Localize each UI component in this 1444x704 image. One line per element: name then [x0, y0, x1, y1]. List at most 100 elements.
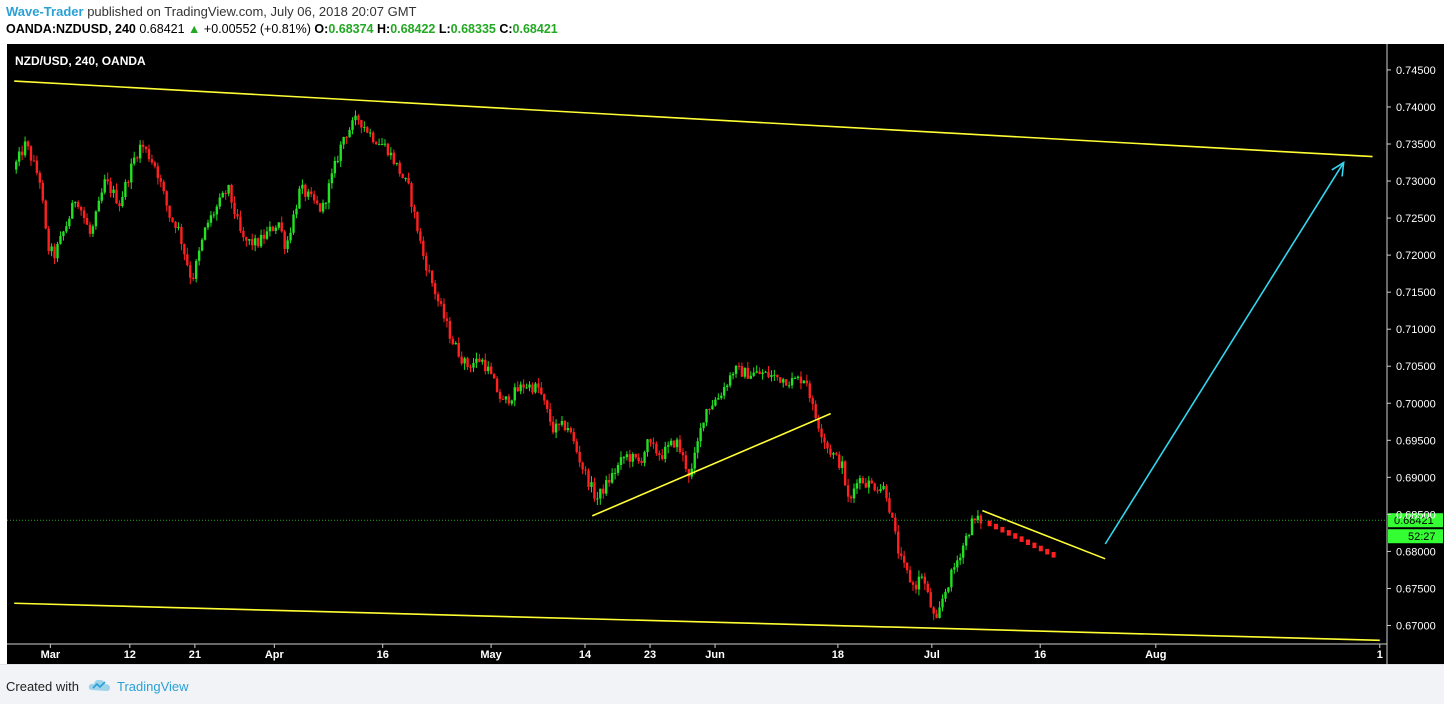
candle-up	[702, 422, 705, 429]
candle-down	[979, 515, 983, 524]
candle-down	[147, 149, 151, 160]
candle-up	[728, 375, 732, 386]
last-price: 0.68421	[139, 22, 185, 36]
candle-up	[307, 191, 310, 197]
candle-up	[351, 120, 354, 131]
candle-down	[779, 377, 782, 383]
chart-header: Wave-Trader published on TradingView.com…	[0, 0, 1444, 44]
candle-down	[911, 582, 915, 585]
candle-up	[454, 343, 457, 345]
candle-down	[708, 409, 711, 411]
high-label: H:	[376, 22, 391, 36]
candle-down	[47, 228, 50, 252]
candle-up	[324, 202, 328, 204]
price-axis[interactable]: 0.74500 0.74000 0.73500 0.73000 0.72500 0.720…	[1387, 65, 1436, 633]
candle-up	[124, 182, 127, 197]
candle-down	[684, 455, 688, 469]
candle-up	[504, 396, 508, 400]
candle-up	[616, 464, 620, 473]
candle-down	[315, 200, 319, 204]
candle-up	[920, 576, 924, 578]
candle-down	[923, 576, 927, 584]
candle-down	[439, 301, 443, 304]
candle-up	[590, 482, 593, 487]
time-tick-label: Jul	[924, 649, 940, 661]
candle-up	[699, 428, 702, 442]
candle-down	[416, 211, 419, 232]
candle-down	[829, 448, 832, 455]
candle-up	[613, 472, 617, 474]
candle-up	[121, 196, 124, 207]
candle-down	[870, 480, 873, 484]
candle-down	[374, 142, 378, 145]
candle-down	[79, 206, 83, 211]
up-arrow-icon: ▲	[188, 22, 201, 36]
open-value: 0.68374	[328, 22, 374, 36]
trendline-channel-bottom[interactable]	[14, 602, 1380, 642]
price-axis-background[interactable]	[1387, 44, 1444, 664]
candle-up	[59, 236, 62, 244]
candle-down	[873, 483, 876, 491]
candle-down	[914, 584, 918, 590]
time-tick-label: Mar	[41, 649, 61, 661]
publish-line: Wave-Trader published on TradingView.com…	[6, 4, 416, 19]
candle-up	[755, 371, 758, 373]
candle-down	[507, 396, 511, 404]
trendline-channel-top[interactable]	[14, 80, 1373, 158]
candle-up	[510, 400, 514, 404]
candle-up	[68, 218, 71, 227]
candle-up	[321, 202, 325, 212]
candle-up	[513, 387, 516, 401]
candle-up	[197, 250, 201, 261]
author-link[interactable]: Wave-Trader	[6, 4, 84, 19]
trendline-support[interactable]	[591, 412, 831, 517]
candle-up	[953, 567, 956, 570]
price-tick-label: 0.70000	[1396, 398, 1436, 410]
candle-down	[457, 343, 460, 357]
published-text: published on TradingView.com, July 06, 2…	[87, 4, 417, 19]
candle-up	[327, 183, 331, 203]
candle-down	[20, 151, 24, 156]
candle-up	[666, 445, 670, 447]
candle-up	[253, 238, 257, 246]
annotations-layer: 0.68421 52:27	[7, 80, 1443, 642]
candle-up	[100, 192, 103, 201]
candle-up	[528, 384, 531, 388]
candle-down	[661, 455, 664, 459]
candle-up	[970, 518, 974, 536]
plot-background[interactable]	[7, 44, 1387, 664]
candle-down	[551, 421, 555, 433]
candle-down	[171, 217, 174, 222]
candle-down	[428, 270, 431, 272]
candle-down	[489, 366, 493, 375]
price-chart[interactable]: 0.68421 52:27 0.74500 0.74000 0.73500 0.7300…	[0, 44, 1444, 664]
trendline-resistance[interactable]	[982, 509, 1106, 560]
candle-down	[607, 480, 611, 483]
price-tick-label: 0.73500	[1396, 139, 1436, 151]
candle-down	[230, 184, 233, 203]
chart-title: NZD/USD, 240, OANDA	[15, 54, 146, 68]
time-axis[interactable]: Mar 12 21 Apr 16 May 14 23 Jun 18 Jul 16 Aug 1	[41, 644, 1383, 661]
candle-up	[790, 378, 794, 386]
candle-up	[487, 366, 490, 372]
candle-down	[926, 583, 929, 593]
candle-up	[74, 202, 77, 204]
price-tick-label: 0.72000	[1396, 250, 1436, 262]
candle-down	[192, 277, 195, 279]
footer: Created with TradingView	[0, 664, 1444, 704]
target-arrow[interactable]	[1104, 162, 1345, 545]
candle-up	[622, 457, 626, 459]
candle-down	[156, 166, 160, 179]
candle-down	[448, 321, 452, 339]
price-tick-label: 0.71500	[1396, 287, 1436, 299]
projected-candle	[987, 520, 992, 527]
tradingview-link[interactable]: TradingView	[117, 679, 189, 694]
candle-down	[581, 462, 584, 470]
candle-down	[484, 359, 487, 372]
candle-up	[858, 478, 862, 484]
candle-up	[917, 576, 921, 590]
candle-down	[894, 517, 897, 532]
candle-down	[174, 221, 177, 228]
time-tick-label: 21	[189, 649, 201, 661]
candle-down	[678, 439, 682, 453]
